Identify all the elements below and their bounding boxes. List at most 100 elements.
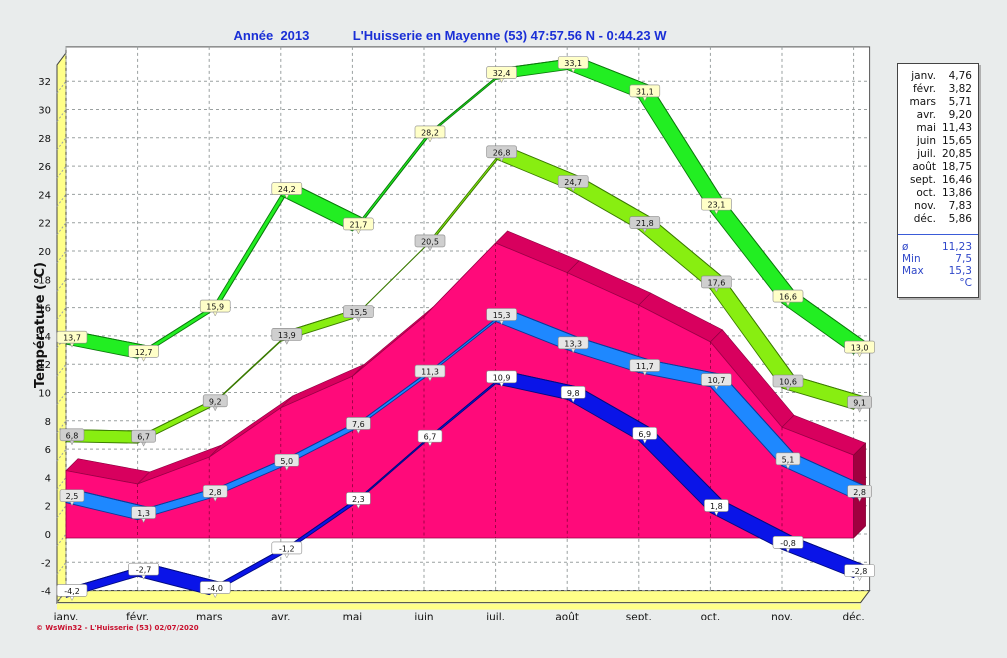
abs-max-ribbon-edge (292, 183, 365, 220)
abs-min-ribbon-edge (722, 500, 795, 538)
y-gridline-side (56, 109, 67, 122)
data-label-text: 15,9 (206, 303, 224, 312)
x-tick-label: mai (343, 612, 363, 620)
y-gridline-side (56, 307, 67, 320)
data-label-text: 2,8 (209, 488, 222, 497)
y-tick-label: 24 (38, 190, 51, 201)
legend-row: oct. 13,86 (902, 187, 972, 200)
data-label-text: 2,3 (352, 495, 365, 504)
y-tick-label: 22 (38, 219, 51, 230)
y-gridline-side (56, 448, 67, 462)
data-label-pointer (570, 187, 576, 193)
data-label-pointer (427, 246, 433, 252)
y-gridline-side (56, 278, 67, 292)
data-label-pointer (570, 398, 576, 403)
data-label-text: 17,6 (707, 278, 725, 287)
data-label-pointer (713, 385, 719, 391)
mean-min-ribbon-edge (722, 374, 795, 455)
legend-stat-row: ø 11,23 (902, 241, 972, 253)
y-tick-label: 8 (45, 417, 51, 428)
data-label-pointer (69, 440, 75, 446)
data-label-text: 13,3 (564, 339, 582, 348)
legend-value: 4,76 (948, 70, 972, 82)
y-tick-label: 26 (38, 162, 51, 173)
y-gridline-side (56, 165, 67, 179)
legend-unit: °C (959, 277, 972, 289)
data-label: 26,8 (486, 145, 517, 163)
data-label-pointer (141, 357, 147, 362)
x-tick-label: janv. (53, 612, 79, 620)
legend-row: août 18,75 (902, 161, 972, 174)
data-label: 6,9 (632, 427, 658, 444)
data-label-pointer (141, 518, 147, 524)
y-gridline-side (56, 561, 67, 575)
data-label-text: 6,9 (638, 430, 651, 439)
legend-month: avr. (916, 109, 936, 121)
data-label-text: 24,7 (564, 178, 582, 187)
legend-row: sept. 16,46 (902, 174, 972, 187)
data-label-pointer (642, 228, 648, 234)
data-label-text: 15,5 (349, 308, 367, 317)
abs-max-ribbon-edge (220, 183, 294, 302)
data-label-text: 2,8 (853, 488, 866, 497)
monthly-mean-legend: janv. 4,76 févr. 3,82 mars 5,71 avr. 9,20 mai 11,… (897, 63, 979, 298)
mean-max-ribbon-edge (650, 217, 723, 278)
data-label: 13,7 (56, 330, 88, 348)
y-tick-label: 32 (38, 77, 51, 88)
data-label-text: 16,6 (779, 293, 797, 302)
legend-value: 13,86 (941, 187, 972, 199)
legend-month: août (912, 161, 936, 173)
legend-month: juil. (917, 148, 936, 160)
y-gridline-side (56, 505, 67, 519)
y-gridline-side (56, 222, 67, 235)
x-tick-label: juil. (485, 612, 505, 620)
legend-stat-row: Max 15,3 (902, 265, 972, 277)
data-label: -2,7 (128, 562, 159, 580)
data-label: 11,7 (629, 359, 661, 377)
mean-max-ribbon-edge (507, 146, 580, 177)
y-gridline-side (56, 477, 67, 490)
data-label: 13,0 (844, 340, 875, 358)
data-label-pointer (499, 157, 505, 163)
data-label: -4,2 (56, 584, 88, 601)
data-label-text: 21,7 (349, 220, 367, 229)
y-gridline-side (56, 420, 67, 434)
legend-month: mars (909, 96, 936, 108)
data-label-pointer (642, 371, 648, 377)
y-gridline-side (56, 194, 67, 207)
legend-value: 5,71 (948, 96, 972, 108)
abs-max-ribbon-edge (364, 126, 437, 220)
x-tick-label: juin (413, 612, 433, 620)
data-label-pointer (499, 320, 505, 326)
data-label: 5,0 (274, 453, 300, 471)
y-tick-label: 16 (38, 304, 51, 315)
data-label-text: 10,9 (493, 373, 511, 382)
legend-month: juin (916, 135, 936, 147)
data-label-pointer (427, 137, 433, 143)
abs-min-ribbon-edge (578, 386, 652, 429)
data-label: 33,1 (557, 56, 589, 74)
year-label: Année 2013 (233, 28, 310, 43)
data-label: 2,5 (59, 489, 85, 507)
legend-value: 5,86 (948, 213, 972, 225)
data-label: 15,9 (199, 299, 231, 317)
data-label-pointer (69, 501, 75, 507)
y-gridline-side (56, 392, 67, 405)
legend-value: 15,65 (941, 135, 972, 147)
mean-max-ribbon-edge (793, 375, 866, 398)
data-label-text: 10,7 (707, 376, 725, 385)
data-label-text: 15,3 (493, 311, 511, 320)
legend-month: janv. (911, 70, 936, 82)
legend-stat-value: 15,3 (948, 265, 972, 277)
y-gridline-side (56, 363, 67, 377)
y-tick-label: 10 (38, 389, 51, 400)
y-tick-label: 14 (38, 332, 51, 343)
legend-value: 9,20 (948, 109, 972, 121)
data-label-pointer (499, 382, 505, 388)
y-tick-label: 30 (38, 106, 51, 117)
data-label: 13,9 (271, 328, 303, 345)
legend-stat-label: ø (902, 241, 909, 253)
y-gridline-side (56, 250, 67, 264)
abs-max-ribbon-edge (77, 331, 150, 347)
data-label-pointer (499, 78, 505, 84)
